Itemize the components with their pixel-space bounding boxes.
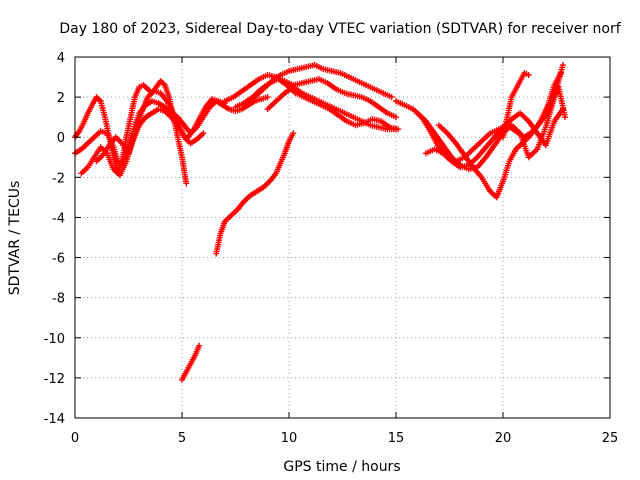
- y-tick-label: -6: [52, 252, 65, 267]
- y-tick-label: 0: [57, 131, 65, 146]
- series-track-d: [93, 88, 228, 165]
- x-tick-label: 25: [602, 431, 619, 446]
- y-tick-label: 2: [57, 91, 65, 106]
- series-track-g: [243, 62, 395, 109]
- data-marker: [525, 72, 532, 79]
- y-tick-label: 4: [57, 51, 65, 66]
- plot-frame: [74, 56, 611, 419]
- x-tick-label: 10: [281, 431, 298, 446]
- series-track-e: [221, 72, 399, 121]
- series-track-i: [213, 130, 297, 257]
- data-marker: [562, 114, 569, 121]
- data-marker: [196, 342, 203, 349]
- y-tick-label: -4: [52, 211, 65, 226]
- series-track-j: [179, 342, 203, 383]
- data-points: [72, 62, 569, 383]
- y-tick-label: -2: [52, 171, 65, 186]
- series-track-l: [414, 62, 566, 173]
- y-tick-label: -8: [52, 292, 65, 307]
- x-tick-label: 20: [495, 431, 512, 446]
- x-axis-title: GPS time / hours: [283, 459, 400, 475]
- data-marker: [559, 62, 566, 69]
- data-marker: [393, 126, 399, 133]
- series-track-a: [72, 78, 190, 187]
- series-track-n: [422, 106, 566, 171]
- x-tick-label: 15: [388, 431, 405, 446]
- data-marker: [559, 106, 566, 113]
- data-marker: [264, 94, 271, 101]
- x-tick-label: 5: [178, 431, 186, 446]
- data-marker: [393, 114, 399, 121]
- y-axis-title: SDTVAR / TECUs: [7, 181, 23, 296]
- data-marker: [557, 70, 564, 77]
- x-tick-label: 0: [71, 431, 79, 446]
- data-marker: [290, 130, 297, 137]
- data-marker: [183, 180, 190, 187]
- y-tick-label: -12: [44, 372, 65, 387]
- data-marker: [200, 130, 207, 137]
- y-tick-label: -14: [44, 412, 65, 427]
- chart-title: Day 180 of 2023, Sidereal Day-to-day VTE…: [59, 21, 621, 37]
- y-tick-label: -10: [44, 332, 65, 347]
- series-track-h: [264, 84, 399, 133]
- series-track-o: [500, 70, 532, 141]
- data-marker: [388, 94, 395, 101]
